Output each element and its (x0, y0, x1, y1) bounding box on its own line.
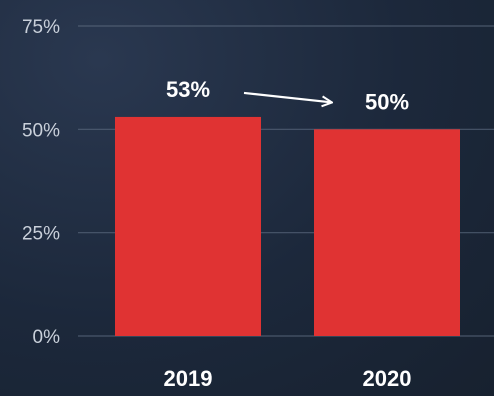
y-tick-label: 0% (33, 327, 61, 348)
data-label-2020: 50% (365, 89, 409, 114)
bars (115, 116, 460, 336)
y-tick-label: 50% (22, 120, 60, 141)
bar-2020 (314, 129, 460, 336)
annotations (243, 91, 331, 102)
trend-arrow (243, 91, 331, 102)
data-labels: 53% 50% (166, 77, 409, 114)
y-axis-ticks: 0% 25% 50% 75% (22, 17, 60, 348)
category-label-2019: 2019 (164, 366, 213, 391)
y-tick-label: 75% (22, 17, 60, 38)
category-label-2020: 2020 (363, 366, 412, 391)
x-axis-categories: 2019 2020 (164, 366, 412, 391)
bar-2019 (115, 116, 261, 336)
y-tick-label: 25% (22, 224, 60, 245)
data-label-2019: 53% (166, 77, 210, 102)
